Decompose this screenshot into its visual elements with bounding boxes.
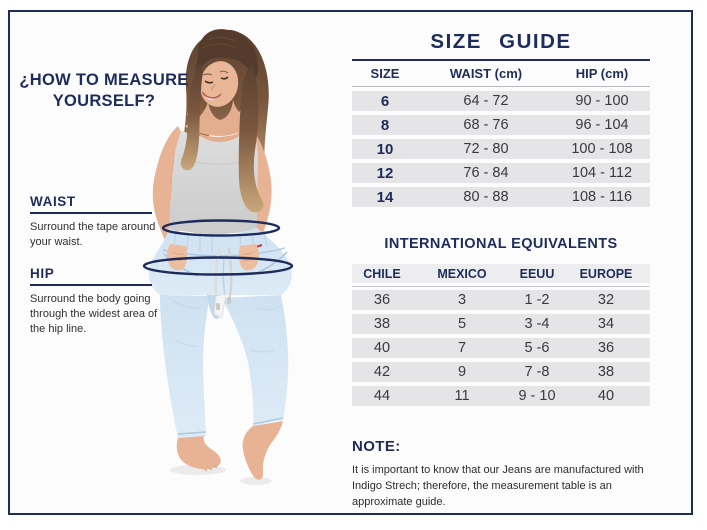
table-row: 10 72 - 80 100 - 108 <box>352 139 650 159</box>
waist-measure-block: WAIST Surround the tape around your wais… <box>30 194 180 250</box>
left-arm <box>152 126 186 252</box>
left-foot <box>176 436 221 470</box>
cell-europe: 40 <box>597 388 615 404</box>
international-header-row: CHILE MEXICO EEUU EUROPE <box>352 264 650 283</box>
cell-europe: 38 <box>597 364 615 380</box>
model-figure <box>148 29 292 485</box>
size-guide-table: 6 64 - 72 90 - 100 8 68 - 76 96 - 104 10… <box>352 91 650 207</box>
table-row: 40 7 5 -6 36 <box>352 338 650 358</box>
cell-mexico: 11 <box>454 388 470 404</box>
cell-eeuu: 7 -8 <box>524 364 550 380</box>
cell-eeuu: 9 - 10 <box>518 388 556 404</box>
column-header-eeuu: EEUU <box>519 266 555 281</box>
cell-mexico: 5 <box>457 316 467 332</box>
table-row: 8 68 - 76 96 - 104 <box>352 115 650 135</box>
note-text: It is important to know that our Jeans a… <box>352 464 644 508</box>
cell-hip: 108 - 116 <box>571 189 633 205</box>
page-title: ¿HOW TO MEASURE YOURSELF? <box>18 70 190 112</box>
column-header-europe: EUROPE <box>579 266 633 281</box>
cell-europe: 34 <box>597 316 615 332</box>
cell-chile: 42 <box>373 364 391 380</box>
hip-measure-ellipse <box>142 256 294 276</box>
column-header-size: SIZE <box>370 66 400 81</box>
cell-hip: 90 - 100 <box>575 93 629 109</box>
table-row: 6 64 - 72 90 - 100 <box>352 91 650 111</box>
international-table: 36 3 1 -2 32 38 5 3 -4 34 40 7 5 -6 36 4… <box>352 290 650 406</box>
cell-size: 8 <box>380 116 390 134</box>
cell-eeuu: 1 -2 <box>524 292 550 308</box>
column-header-mexico: MEXICO <box>437 266 487 281</box>
waist-label: WAIST <box>30 194 76 209</box>
international-header-divider <box>352 286 650 287</box>
cell-europe: 32 <box>597 292 615 308</box>
international-section: INTERNATIONAL EQUIVALENTS CHILE MEXICO E… <box>352 236 650 410</box>
international-title: INTERNATIONAL EQUIVALENTS <box>384 236 618 252</box>
hip-description: Surround the body going through the wide… <box>30 293 158 335</box>
cell-hip: 100 - 108 <box>571 141 633 157</box>
waist-measure-ellipse <box>161 219 281 237</box>
hip-measure-block: HIP Surround the body going through the … <box>30 266 180 337</box>
page-title-line2: YOURSELF? <box>52 92 156 110</box>
table-row: 38 5 3 -4 34 <box>352 314 650 334</box>
cell-chile: 38 <box>373 316 391 332</box>
cell-waist: 68 - 76 <box>463 117 509 133</box>
hip-pointer-line <box>30 284 152 286</box>
table-row: 14 80 - 88 108 - 116 <box>352 187 650 207</box>
face <box>199 61 239 107</box>
cell-size: 6 <box>380 92 390 110</box>
cell-size: 14 <box>376 188 394 206</box>
size-guide-divider <box>352 59 650 61</box>
table-row: 36 3 1 -2 32 <box>352 290 650 310</box>
cell-hip: 104 - 112 <box>571 165 633 181</box>
cell-chile: 44 <box>373 388 391 404</box>
cell-size: 10 <box>376 140 394 158</box>
table-row: 44 11 9 - 10 40 <box>352 386 650 406</box>
front-hair <box>196 29 258 84</box>
size-guide-title: SIZE GUIDE <box>430 30 572 53</box>
cell-mexico: 9 <box>457 364 467 380</box>
cell-europe: 36 <box>597 340 615 356</box>
cell-waist: 72 - 80 <box>463 141 509 157</box>
cell-waist: 76 - 84 <box>463 165 509 181</box>
right-foot <box>242 421 283 480</box>
size-guide-section: SIZE GUIDE SIZE WAIST (cm) HIP (cm) 6 64… <box>352 30 650 211</box>
note-label: NOTE: <box>352 438 401 455</box>
size-guide-header-row: SIZE WAIST (cm) HIP (cm) <box>352 61 650 86</box>
cell-eeuu: 5 -6 <box>524 340 550 356</box>
column-header-hip: HIP (cm) <box>575 66 629 81</box>
table-row: 12 76 - 84 104 - 112 <box>352 163 650 183</box>
cell-eeuu: 3 -4 <box>524 316 550 332</box>
measurement-overlays <box>142 219 294 276</box>
cell-hip: 96 - 104 <box>575 117 629 133</box>
size-guide-header-divider <box>352 86 650 87</box>
cell-waist: 80 - 88 <box>463 189 509 205</box>
cell-mexico: 7 <box>457 340 467 356</box>
waist-pointer-line <box>30 212 152 214</box>
column-header-waist: WAIST (cm) <box>449 66 523 81</box>
note-section: NOTE: It is important to know that our J… <box>352 438 682 510</box>
cell-chile: 40 <box>373 340 391 356</box>
cell-size: 12 <box>376 164 394 182</box>
cell-mexico: 3 <box>457 292 467 308</box>
left-hand <box>167 244 188 271</box>
cell-waist: 64 - 72 <box>463 93 509 109</box>
page-title-line1: ¿HOW TO MEASURE <box>19 71 189 89</box>
waist-description: Surround the tape around your waist. <box>30 221 156 248</box>
hip-label: HIP <box>30 266 55 281</box>
table-row: 42 9 7 -8 38 <box>352 362 650 382</box>
column-header-chile: CHILE <box>363 266 401 281</box>
cell-chile: 36 <box>373 292 391 308</box>
